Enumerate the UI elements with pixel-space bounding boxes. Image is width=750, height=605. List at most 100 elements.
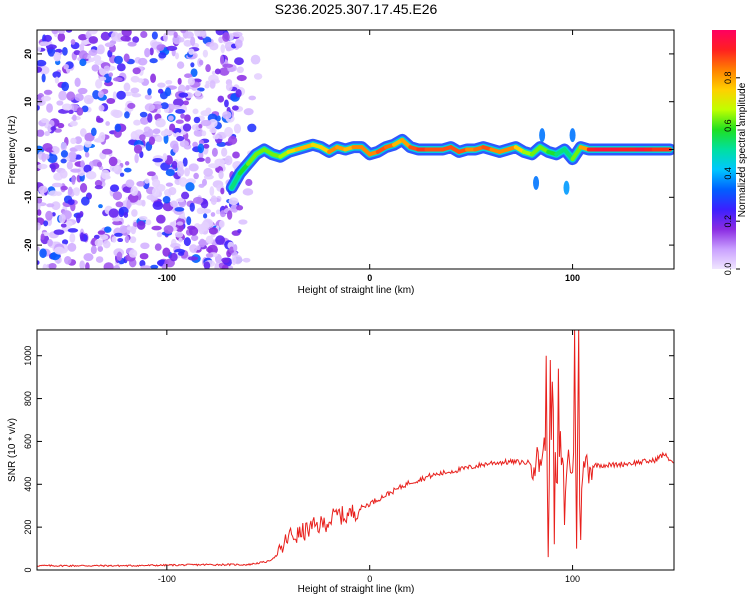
colorbar-tick-label: 0.4 bbox=[723, 167, 733, 180]
noise-blob bbox=[123, 211, 129, 218]
noise-blob bbox=[158, 52, 167, 59]
noise-blob bbox=[37, 163, 48, 170]
noise-blob bbox=[238, 219, 248, 225]
noise-blob bbox=[171, 160, 178, 170]
noise-blob bbox=[201, 30, 207, 39]
noise-blob bbox=[120, 35, 131, 42]
noise-blob bbox=[200, 221, 210, 232]
noise-blob bbox=[51, 30, 59, 35]
noise-blob bbox=[46, 203, 55, 208]
noise-blob bbox=[39, 65, 50, 75]
noise-blob bbox=[136, 180, 145, 187]
noise-blob bbox=[60, 158, 67, 164]
ridge-sidelobe bbox=[539, 128, 546, 143]
noise-blob bbox=[67, 199, 75, 205]
spectrogram-x-ticks: -100 0 100 bbox=[158, 30, 580, 283]
noise-blob bbox=[157, 82, 166, 88]
x-tick-label: -100 bbox=[158, 273, 176, 283]
noise-blob bbox=[234, 57, 244, 66]
noise-blob bbox=[178, 92, 189, 98]
noise-blob bbox=[59, 169, 68, 179]
noise-blob bbox=[162, 196, 171, 204]
noise-blob bbox=[100, 31, 111, 41]
noise-blob bbox=[98, 131, 106, 142]
noise-blob bbox=[66, 220, 73, 227]
spectrogram-y-label: Frequency (Hz) bbox=[7, 116, 18, 185]
noise-blob bbox=[111, 236, 117, 243]
noise-blob bbox=[131, 209, 138, 217]
noise-blob bbox=[231, 31, 243, 38]
noise-blob bbox=[38, 185, 48, 194]
noise-blob bbox=[54, 48, 63, 53]
noise-blob bbox=[225, 82, 233, 92]
noise-blob bbox=[37, 66, 43, 73]
spectrogram-y-ticks: -20 -10 0 10 20 bbox=[23, 49, 674, 252]
noise-blob bbox=[176, 198, 185, 203]
noise-blob bbox=[96, 161, 103, 168]
noise-blob bbox=[39, 41, 51, 47]
noise-blob bbox=[114, 123, 122, 133]
noise-blob bbox=[215, 235, 226, 246]
noise-blob bbox=[58, 213, 66, 223]
noise-blob bbox=[192, 108, 199, 115]
noise-blob bbox=[242, 188, 254, 196]
noise-blob bbox=[112, 191, 123, 201]
noise-blob bbox=[220, 44, 225, 54]
noise-blob bbox=[58, 90, 67, 101]
noise-blob bbox=[80, 160, 85, 168]
noise-blob bbox=[208, 227, 218, 235]
noise-blob bbox=[175, 108, 186, 114]
noise-blob bbox=[113, 55, 123, 65]
noise-blob bbox=[209, 42, 219, 51]
noise-blob bbox=[79, 58, 87, 67]
noise-blob bbox=[74, 145, 82, 150]
noise-blob bbox=[166, 45, 178, 51]
noise-blob bbox=[174, 52, 180, 60]
noise-blob bbox=[124, 235, 130, 244]
frequency-ridge bbox=[225, 128, 674, 195]
noise-blob bbox=[70, 39, 76, 45]
noise-blob bbox=[179, 140, 190, 148]
noise-blob bbox=[234, 39, 243, 49]
noise-blob bbox=[44, 153, 50, 160]
noise-blob bbox=[169, 252, 178, 262]
noise-blob bbox=[147, 128, 154, 138]
noise-blob bbox=[185, 85, 190, 91]
y-tick-label: 400 bbox=[23, 477, 33, 492]
noise-blob bbox=[129, 236, 137, 244]
noise-blob bbox=[201, 130, 207, 137]
noise-blob bbox=[229, 246, 235, 254]
noise-blob bbox=[41, 95, 52, 102]
noise-blob bbox=[235, 88, 242, 98]
noise-blob bbox=[108, 208, 119, 218]
x-tick-label: 0 bbox=[367, 574, 372, 584]
noise-blob bbox=[214, 262, 220, 269]
noise-blob bbox=[39, 248, 47, 259]
noise-blob bbox=[146, 171, 156, 177]
noise-blob bbox=[133, 221, 138, 228]
noise-blob bbox=[191, 234, 199, 242]
noise-blob bbox=[61, 81, 70, 92]
noise-blob bbox=[37, 59, 47, 67]
noise-blob bbox=[175, 119, 184, 124]
noise-blob bbox=[219, 67, 230, 76]
noise-blob bbox=[78, 50, 88, 60]
noise-blob bbox=[160, 102, 169, 110]
noise-blob bbox=[248, 95, 257, 101]
noise-blob bbox=[169, 103, 176, 110]
noise-blob bbox=[144, 103, 155, 112]
noise-blob bbox=[183, 237, 191, 247]
noise-blob bbox=[60, 150, 69, 158]
colorbar-tick-label: 0.0 bbox=[723, 263, 733, 276]
noise-blob bbox=[176, 61, 185, 69]
noise-blob bbox=[64, 256, 72, 265]
noise-blob bbox=[119, 225, 128, 234]
noise-blob bbox=[209, 127, 217, 134]
snr-frame bbox=[36, 329, 675, 571]
noise-blob bbox=[140, 242, 150, 250]
noise-blob bbox=[211, 70, 216, 76]
noise-blob bbox=[91, 64, 100, 72]
noise-blob bbox=[63, 64, 69, 70]
